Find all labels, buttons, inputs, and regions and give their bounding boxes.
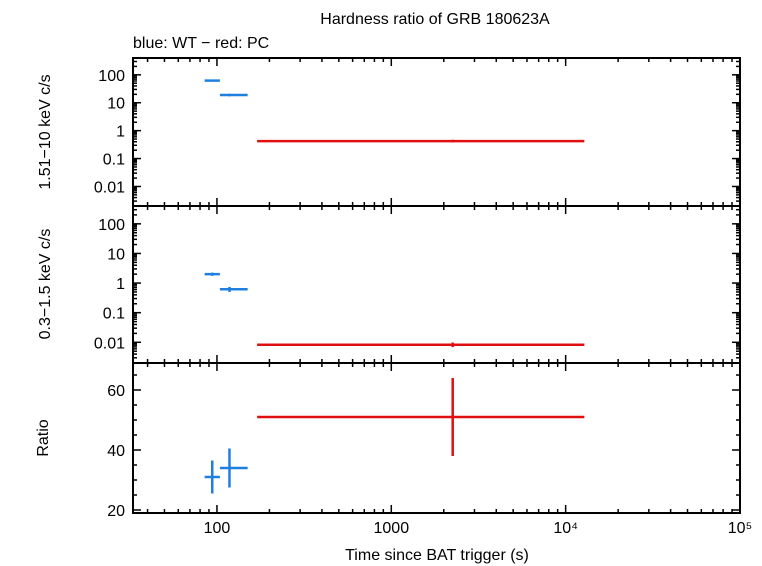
y-tick-label: 10 — [107, 246, 125, 263]
x-axis-labels: 100 1000 10⁴ 10⁵ — [204, 520, 753, 537]
panel-hard: 1.51−10 keV c/s 100 10 1 0.1 0.01 — [37, 57, 741, 207]
panel-ratio-ticks: 60 40 20 — [107, 363, 741, 520]
x-tick-label: 1000 — [374, 520, 410, 537]
panel-hard-ylabel: 1.51−10 keV c/s — [37, 74, 54, 189]
panel-hard-marks — [204, 79, 585, 143]
y-tick-label: 100 — [98, 217, 125, 234]
chart-subtitle: blue: WT − red: PC — [133, 35, 269, 52]
panel-soft-frame — [132, 205, 741, 364]
y-tick-label: 1 — [116, 124, 125, 141]
y-tick-label: 1 — [116, 276, 125, 293]
y-tick-label: 40 — [107, 443, 125, 460]
panel-hard-ticks: 100 10 1 0.1 0.01 — [94, 57, 741, 207]
x-axis-title: Time since BAT trigger (s) — [345, 547, 529, 564]
y-tick-label: 0.01 — [94, 179, 125, 196]
y-tick-label: 10 — [107, 96, 125, 113]
x-tick-label: 100 — [204, 520, 231, 537]
panel-soft-marks — [204, 272, 585, 348]
x-tick-label: 10⁵ — [728, 520, 752, 537]
y-tick-label: 20 — [107, 503, 125, 520]
y-tick-label: 60 — [107, 383, 125, 400]
y-tick-label: 0.01 — [94, 335, 125, 352]
y-tick-label: 0.1 — [103, 152, 125, 169]
y-tick-label: 100 — [98, 68, 125, 85]
panel-hard-frame — [132, 57, 741, 207]
panel-ratio: Ratio 60 40 20 — [35, 362, 741, 520]
panel-soft-ylabel: 0.3−1.5 keV c/s — [37, 229, 54, 340]
panel-ratio-ylabel: Ratio — [35, 419, 52, 456]
panel-ratio-frame — [132, 362, 741, 514]
x-tick-label: 10⁴ — [553, 520, 578, 537]
panel-soft-ticks: 100 10 1 0.1 0.01 — [94, 205, 741, 364]
chart-title: Hardness ratio of GRB 180623A — [320, 11, 550, 28]
panel-soft: 0.3−1.5 keV c/s 100 10 1 0.1 0.01 — [37, 205, 741, 364]
panel-ratio-marks — [204, 378, 585, 494]
y-tick-label: 0.1 — [103, 306, 125, 323]
